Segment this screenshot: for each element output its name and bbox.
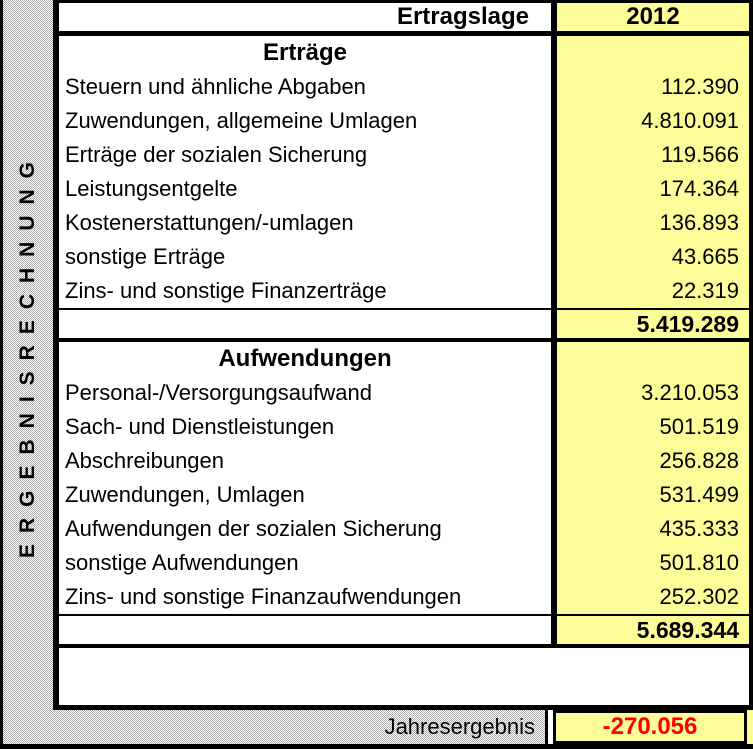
account-label: Abschreibungen [65, 448, 225, 473]
account-row: sonstige Aufwendungen 501.810 [59, 546, 749, 580]
cell-gap [548, 710, 553, 744]
account-value: 174.364 [551, 172, 749, 206]
account-row: Sach- und Dienstleistungen 501.519 [59, 410, 749, 444]
account-value: 531.499 [551, 478, 749, 512]
total-label-spacer [59, 310, 551, 338]
year-cell: 2012 [551, 3, 749, 31]
account-value: 256.828 [551, 444, 749, 478]
account-label: Zuwendungen, Umlagen [65, 482, 305, 507]
bottom-border-bar [3, 744, 753, 749]
table-title: Ertragslage [396, 3, 529, 30]
empty-label [59, 648, 551, 705]
account-row: Zuwendungen, allgemeine Umlagen 4.810.09… [59, 104, 749, 138]
account-value: 119.566 [551, 138, 749, 172]
account-label: sonstige Erträge [65, 244, 226, 269]
account-value: 4.810.091 [551, 104, 749, 138]
annual-result-label: Jahresergebnis [3, 710, 548, 744]
total-value: 5.689.344 [551, 616, 749, 644]
account-value: 252.302 [551, 580, 749, 614]
account-label: Steuern und ähnliche Abgaben [65, 74, 366, 99]
empty-value [551, 648, 749, 705]
section-title: Erträge [262, 39, 348, 66]
section-title: Aufwendungen [218, 345, 392, 372]
account-label: sonstige Aufwendungen [65, 550, 299, 575]
account-label: Zuwendungen, allgemeine Umlagen [65, 108, 418, 133]
total-row-ertraege: 5.419.289 [59, 308, 749, 342]
account-label: Personal-/Versorgungsaufwand [65, 380, 372, 405]
section-value-spacer [551, 342, 749, 376]
account-label: Aufwendungen der sozialen Sicherung [65, 516, 442, 541]
account-row: Steuern und ähnliche Abgaben 112.390 [59, 70, 749, 104]
account-value: 3.210.053 [551, 376, 749, 410]
account-label: Zins- und sonstige Finanzerträge [65, 278, 387, 303]
section-header-ertraege: Erträge [59, 36, 749, 70]
account-row: Zuwendungen, Umlagen 531.499 [59, 478, 749, 512]
account-label: Zins- und sonstige Finanzaufwendungen [65, 584, 462, 609]
total-value: 5.419.289 [551, 310, 749, 338]
account-value: 22.319 [551, 274, 749, 308]
account-label: Leistungsentgelte [65, 176, 238, 201]
account-value: 43.665 [551, 240, 749, 274]
account-value: 501.519 [551, 410, 749, 444]
account-row: Zins- und sonstige Finanzerträge 22.319 [59, 274, 749, 308]
account-row: Personal-/Versorgungsaufwand 3.210.053 [59, 376, 749, 410]
account-row: Erträge der sozialen Sicherung 119.566 [59, 138, 749, 172]
account-value: 501.810 [551, 546, 749, 580]
account-value: 435.333 [551, 512, 749, 546]
account-row: Kostenerstattungen/-umlagen 136.893 [59, 206, 749, 240]
account-row: sonstige Erträge 43.665 [59, 240, 749, 274]
right-edge-sliver [747, 710, 753, 744]
annual-result-value: -270.056 [553, 710, 747, 744]
header-row: Ertragslage 2012 [59, 3, 749, 36]
vertical-title-strip: ERGEBNISRECHNUNG [3, 0, 53, 710]
account-label: Sach- und Dienstleistungen [65, 414, 335, 439]
empty-row [59, 648, 749, 705]
account-row: Aufwendungen der sozialen Sicherung 435.… [59, 512, 749, 546]
results-table: Ertragslage 2012 Erträge Steuern und ähn… [53, 0, 753, 710]
account-row: Abschreibungen 256.828 [59, 444, 749, 478]
account-value: 136.893 [551, 206, 749, 240]
total-row-aufwendungen: 5.689.344 [59, 614, 749, 648]
section-header-aufwendungen: Aufwendungen [59, 342, 749, 376]
account-label: Erträge der sozialen Sicherung [65, 142, 368, 167]
total-label-spacer [59, 616, 551, 644]
annual-result-row: Jahresergebnis -270.056 [3, 710, 753, 744]
vertical-title: ERGEBNISRECHNUNG [16, 151, 39, 559]
section-value-spacer [551, 36, 749, 70]
account-value: 112.390 [551, 70, 749, 104]
account-label: Kostenerstattungen/-umlagen [65, 210, 354, 235]
account-row: Zins- und sonstige Finanzaufwendungen 25… [59, 580, 749, 614]
account-row: Leistungsentgelte 174.364 [59, 172, 749, 206]
